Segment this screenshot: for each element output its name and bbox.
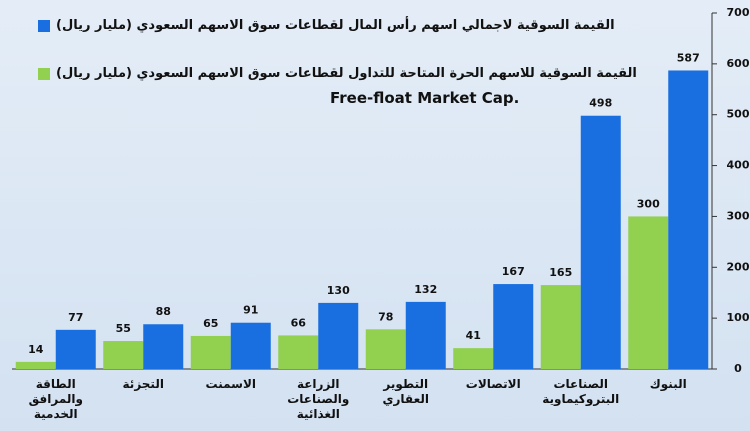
bar <box>318 302 359 369</box>
bar <box>540 285 581 369</box>
x-tick-label: الاسمنت <box>205 377 257 391</box>
y-tick-label: 100 <box>727 311 750 324</box>
bar <box>55 329 96 369</box>
legend-swatch <box>38 19 50 32</box>
bar <box>15 361 56 369</box>
bar <box>103 341 144 369</box>
legend-entry: القيمة السوقية للاسهم الحرة المتاحة للتد… <box>38 66 637 81</box>
x-tick-label: الصناعات البتروكيماوية <box>542 377 620 406</box>
bar <box>278 335 319 369</box>
value-label: 130 <box>327 284 350 297</box>
bar <box>405 301 446 369</box>
value-label: 587 <box>677 51 700 64</box>
y-tick-label: 500 <box>727 108 750 121</box>
bar <box>230 322 271 369</box>
value-label: 66 <box>291 316 307 329</box>
legend-label: القيمة السوقية لاجمالي اسهم رأس المال لق… <box>56 18 615 33</box>
value-label: 78 <box>378 310 393 323</box>
x-tick-label: الاتصالات <box>465 377 521 391</box>
y-tick-label: 700 <box>727 6 750 19</box>
value-label: 14 <box>28 343 44 356</box>
value-label: 91 <box>243 304 258 317</box>
bar <box>580 115 621 369</box>
bar <box>365 329 406 369</box>
value-label: 300 <box>637 197 660 210</box>
value-label: 165 <box>549 266 572 279</box>
x-tick-label: التطوير العقاري <box>382 377 429 406</box>
value-label: 41 <box>466 329 481 342</box>
x-tick-label: التجزئة <box>122 377 164 391</box>
bar <box>628 216 669 369</box>
value-label: 55 <box>116 322 131 335</box>
value-label: 65 <box>203 317 218 330</box>
bar <box>668 70 709 370</box>
y-tick-label: 600 <box>727 57 750 70</box>
y-tick-label: 200 <box>727 260 750 273</box>
legend-entry: القيمة السوقية لاجمالي اسهم رأس المال لق… <box>38 18 615 33</box>
value-label: 77 <box>68 311 83 324</box>
value-label: 167 <box>502 265 525 278</box>
y-tick-label: 400 <box>727 159 750 172</box>
x-tick-label: الطاقة والمرافق الخدمية <box>28 377 83 421</box>
legend-swatch <box>38 67 50 80</box>
bar <box>453 348 494 369</box>
bar <box>143 324 184 369</box>
bar <box>190 335 231 369</box>
y-tick-label: 300 <box>727 209 750 222</box>
value-label: 132 <box>414 283 437 296</box>
value-label: 88 <box>156 305 171 318</box>
x-tick-label: الزراعة والصناعات الغذائية <box>287 377 350 421</box>
annotation: Free-float Market Cap. <box>330 89 520 107</box>
x-tick-label: البنوك <box>649 377 687 391</box>
bar <box>493 284 534 369</box>
value-label: 498 <box>589 97 612 110</box>
legend-label: القيمة السوقية للاسهم الحرة المتاحة للتد… <box>56 66 637 81</box>
y-tick-label: 0 <box>734 362 742 375</box>
